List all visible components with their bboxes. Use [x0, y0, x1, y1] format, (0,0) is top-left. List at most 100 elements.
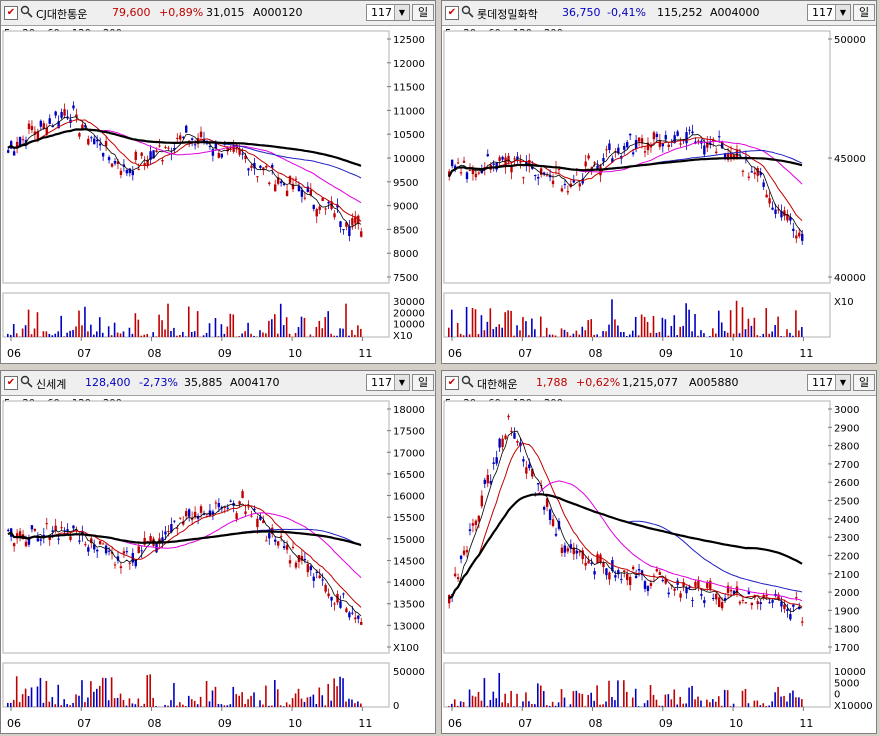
- volume-bar: [649, 332, 652, 337]
- candle: [271, 164, 274, 168]
- search-icon[interactable]: [461, 375, 475, 389]
- candle: [122, 551, 126, 554]
- chart-panel-shinsegae[interactable]: ✔ 신세계 128,400 -2,73% 35,885 A004170 117 ▼…: [0, 370, 436, 734]
- volume-bar: [360, 328, 362, 337]
- candle-chart[interactable]: 12500 12000 11500 11000 10500 10000 9500 9000 85…: [1, 25, 435, 363]
- volume-bar: [9, 702, 12, 707]
- y-tick-label: 16500: [393, 470, 425, 481]
- candle: [691, 131, 694, 134]
- volume-bar: [60, 705, 62, 707]
- candle: [691, 600, 694, 602]
- candle: [516, 440, 519, 443]
- volume-bar: [265, 685, 267, 707]
- volume-bar: [706, 699, 708, 707]
- candle: [694, 581, 697, 587]
- candle: [626, 142, 629, 148]
- candle: [513, 158, 516, 160]
- checkbox-icon[interactable]: ✔: [4, 376, 18, 390]
- volume-bar: [774, 325, 776, 337]
- candle: [24, 541, 28, 547]
- checkbox-icon[interactable]: ✔: [4, 6, 18, 20]
- volume-bar: [193, 331, 196, 337]
- candle: [274, 539, 277, 542]
- moving-average-line: [448, 493, 803, 600]
- volume-bar: [646, 321, 649, 337]
- candle: [717, 136, 721, 138]
- candle: [354, 216, 357, 224]
- candle-chart[interactable]: 50000 45000 40000 X10 06 07 08 09 10 11: [442, 25, 876, 363]
- candle: [110, 552, 114, 554]
- candle-chart[interactable]: 3000 2900 2800 2700 2600 2500 2400 2300 2200 2100…: [442, 395, 876, 733]
- chevron-down-icon[interactable]: ▼: [835, 375, 850, 390]
- candle: [345, 608, 348, 613]
- count-select[interactable]: 117 ▼: [807, 4, 851, 21]
- volume-bar: [274, 679, 276, 707]
- candle: [193, 144, 197, 146]
- candle: [753, 172, 756, 175]
- count-select[interactable]: 117 ▼: [366, 4, 410, 21]
- volume-tick-label: 50000: [393, 667, 425, 678]
- month-label: 10: [729, 347, 743, 360]
- volume-bar: [605, 331, 607, 337]
- volume-bar: [208, 701, 211, 707]
- candle: [279, 181, 283, 184]
- chart-panel-hanhaeun[interactable]: ✔ 대한해운 1,788 +0,62% 1,215,077 A005880 11…: [441, 370, 877, 734]
- volume-bar: [513, 706, 515, 707]
- month-label: 09: [218, 717, 232, 730]
- volume-bar: [33, 328, 36, 337]
- period-button[interactable]: 일: [412, 4, 434, 21]
- moving-average-line: [7, 504, 362, 608]
- candle: [182, 521, 185, 525]
- checkbox-icon[interactable]: ✔: [445, 6, 459, 20]
- period-button[interactable]: 일: [853, 4, 875, 21]
- candle: [741, 599, 745, 601]
- search-icon[interactable]: [461, 5, 475, 19]
- period-button[interactable]: 일: [412, 374, 434, 391]
- candle: [531, 469, 534, 477]
- volume-bar: [712, 328, 714, 337]
- month-label: 10: [729, 717, 743, 730]
- volume-bar: [486, 321, 489, 337]
- moving-average-line: [7, 119, 362, 222]
- candle: [456, 577, 460, 580]
- volume-bar: [96, 688, 98, 707]
- candle: [706, 142, 709, 148]
- volume-bar: [453, 699, 456, 707]
- y-tick-label: 2000: [834, 588, 859, 599]
- chevron-down-icon[interactable]: ▼: [394, 375, 409, 390]
- volume-bar: [107, 700, 110, 707]
- candle: [676, 580, 679, 585]
- candle: [27, 537, 31, 545]
- volume-bar: [357, 325, 359, 337]
- y-tick-label: 2900: [834, 423, 859, 434]
- candle: [39, 539, 43, 541]
- candle: [300, 555, 304, 561]
- period-button[interactable]: 일: [853, 374, 875, 391]
- candle: [250, 165, 253, 168]
- y-tick-label: 2800: [834, 442, 859, 453]
- search-icon[interactable]: [20, 5, 34, 19]
- candle-chart[interactable]: 18000 17500 17000 16500 16000 15500 15000 14500…: [1, 395, 435, 733]
- chevron-down-icon[interactable]: ▼: [394, 5, 409, 20]
- volume-bar: [623, 680, 625, 707]
- chevron-down-icon[interactable]: ▼: [835, 5, 850, 20]
- count-select[interactable]: 117 ▼: [366, 374, 410, 391]
- volume-bar: [66, 704, 68, 707]
- chart-panel-lotte[interactable]: ✔ 롯데정밀화학 36,750 -0,41% 115,252 A004000 1…: [441, 0, 877, 364]
- volume-bar: [250, 695, 252, 707]
- volume-bar: [798, 330, 800, 337]
- volume-bar: [220, 704, 223, 707]
- volume-bar: [551, 334, 554, 337]
- volume-bar: [759, 705, 762, 707]
- search-icon[interactable]: [20, 375, 34, 389]
- volume-bar: [557, 702, 560, 707]
- candle: [202, 513, 206, 515]
- checkbox-icon[interactable]: ✔: [445, 376, 459, 390]
- volume-bar: [190, 331, 193, 337]
- count-select[interactable]: 117 ▼: [807, 374, 851, 391]
- chart-panel-cj[interactable]: ✔ CJ대한통운 79,600 +0,89% 31,015 A000120 11…: [0, 0, 436, 364]
- volume-bar: [768, 333, 770, 337]
- candle: [351, 218, 354, 226]
- volume-bar: [667, 335, 670, 337]
- volume-bar: [309, 334, 312, 337]
